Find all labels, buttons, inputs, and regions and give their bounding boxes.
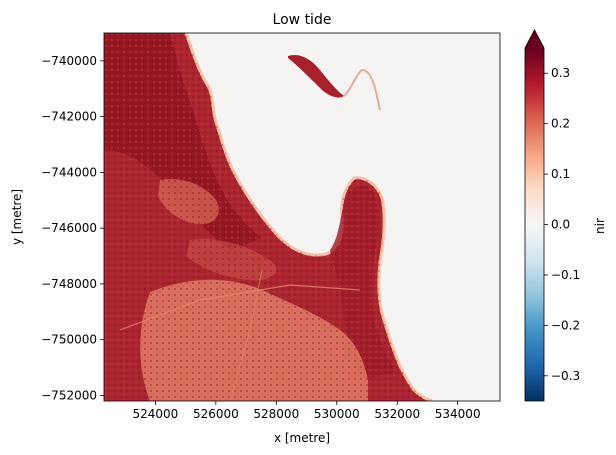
- colorbar-tick-label: −0.2: [551, 318, 580, 332]
- y-tick-label: −746000: [41, 221, 97, 235]
- colorbar-tick-label: 0.3: [551, 66, 570, 80]
- x-tick-label: 526000: [193, 407, 239, 421]
- x-tick-label: 530000: [314, 407, 360, 421]
- colorbar-tick-label: 0.2: [551, 117, 570, 131]
- colorbar-label: nir: [593, 218, 607, 234]
- colorbar-extend-max: [525, 30, 544, 48]
- plot-frame: [103, 32, 501, 402]
- colorbar-tick-label: 0.0: [551, 218, 570, 232]
- colorbar-gradient: [525, 48, 544, 401]
- x-axis: 524000 526000 528000 530000 532000 534000: [132, 401, 481, 421]
- offshore-island: [288, 54, 344, 98]
- y-tick-label: −740000: [41, 54, 97, 68]
- y-axis: −740000 −742000 −744000 −746000 −748000 −7500…: [41, 54, 104, 402]
- x-tick-label: 524000: [132, 407, 178, 421]
- colorbar-tick-label: −0.3: [551, 369, 580, 383]
- island-reef: [343, 68, 381, 111]
- chart-title: Low tide: [273, 12, 332, 28]
- colorbar-frame: [524, 29, 545, 402]
- x-tick-label: 534000: [435, 407, 481, 421]
- x-tick-label: 532000: [374, 407, 420, 421]
- colorbar-ticks: −0.3 −0.2 −0.1 0.0 0.1 0.2 0.3: [544, 66, 580, 383]
- y-tick-label: −752000: [41, 388, 97, 402]
- y-tick-label: −744000: [41, 165, 97, 179]
- road-line: [119, 284, 361, 331]
- land-texture: [104, 33, 432, 401]
- y-tick-label: −742000: [41, 110, 97, 124]
- x-tick-label: 528000: [253, 407, 299, 421]
- heatmap-image: [104, 33, 500, 401]
- road-line: [229, 269, 263, 401]
- colorbar: −0.3 −0.2 −0.1 0.0 0.1 0.2 0.3 nir: [524, 29, 607, 402]
- colorbar-tick-label: 0.1: [551, 167, 570, 181]
- y-axis-label: y [metre]: [10, 189, 24, 245]
- y-tick-label: −750000: [41, 333, 97, 347]
- colorbar-tick-label: −0.1: [551, 268, 580, 282]
- x-axis-label: x [metre]: [274, 431, 330, 445]
- y-tick-label: −748000: [41, 277, 97, 291]
